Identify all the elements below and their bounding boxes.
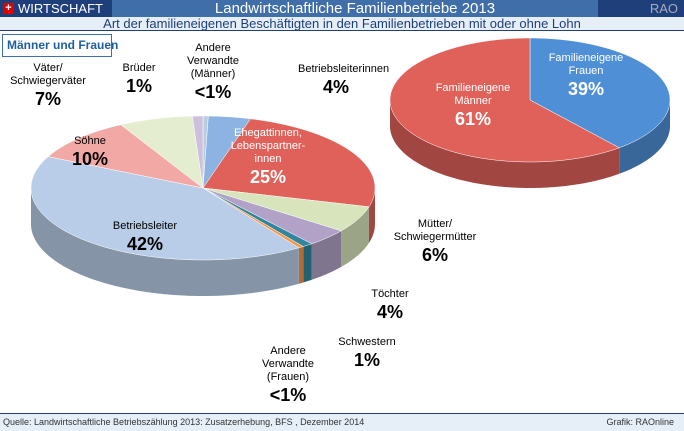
slice-label: Söhne 10% [71,135,109,169]
pie-side [298,246,304,284]
pie-slice [202,187,342,245]
pie-side [303,243,312,283]
pie-slice [192,115,204,189]
pie-slice [202,115,251,189]
brand[interactable]: + WIRTSCHAFT [0,0,112,17]
pie-side [341,206,370,267]
credit: Grafik: RAOnline [606,417,674,427]
pie-slice [120,115,204,189]
pie-slice [47,124,204,189]
pie-side [31,188,299,296]
slice-label: Familieneigene Männer 61% [435,82,511,129]
swiss-flag-icon: + [3,3,14,14]
slice-label: Mütter/ Schwiegermütter 6% [393,218,477,265]
pie-side [311,230,342,280]
page-title: Landwirtschaftliche Familienbetriebe 201… [214,0,496,17]
slice-label: Väter/ Schwiegerväter 7% [10,62,86,109]
slice-label: Andere Verwandte (Frauen) <1% [262,345,314,405]
slice-label: Andere Verwandte (Männer) <1% [187,42,239,102]
slice-label: Betriebsleiterinnen 4% [298,63,390,97]
brand-label: WIRTSCHAFT [18,1,103,16]
slice-label: Familieneigene Frauen 39% [548,52,624,99]
slice-label: Ehegattinnen, Lebenspartner-innen 25% [230,127,306,187]
slice-label: Betriebsleiter 42% [112,220,178,254]
pie-slice [529,37,671,149]
pie-side [390,100,620,188]
pie-slice [30,156,300,261]
slice-label: Schwestern 1% [338,336,396,370]
subtitle: Art der familieneigenen Beschäftigten in… [0,17,684,31]
slice-label: Brüder 1% [122,62,156,96]
footer: Quelle: Landwirtschaftliche Betriebszähl… [0,413,684,431]
pie-slice [202,118,376,208]
slice-label: Töchter 4% [371,288,409,322]
source-note: Quelle: Landwirtschaftliche Betriebszähl… [3,417,365,427]
pie-side [619,100,670,174]
pie-slice [202,187,370,232]
rao-logo[interactable]: RAO [598,0,684,17]
pie-side [369,188,375,243]
top-bar: + WIRTSCHAFT Landwirtschaftliche Familien… [0,0,684,17]
chart-title: Männer und Frauen [2,34,118,57]
pie-slice [389,37,620,163]
